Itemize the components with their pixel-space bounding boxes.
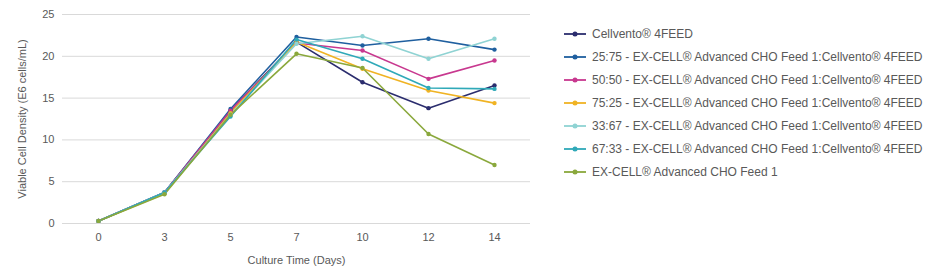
svg-text:5: 5 <box>227 231 233 243</box>
svg-text:14: 14 <box>488 231 500 243</box>
svg-text:3: 3 <box>161 231 167 243</box>
svg-text:12: 12 <box>422 231 434 243</box>
svg-text:0: 0 <box>48 217 54 229</box>
html-text:67:33 - EX-CELL® Advanced CHO: 67:33 - EX-CELL® Advanced CHO Feed 1:Cel… <box>592 141 923 156</box>
html-text:EX-CELL® Advanced CHO Feed 1: EX-CELL® Advanced CHO Feed 1 <box>592 164 778 179</box>
html-text:50:50 - EX-CELL® Advanced CHO: 50:50 - EX-CELL® Advanced CHO Feed 1:Cel… <box>592 72 923 87</box>
svg-text:5: 5 <box>48 175 54 187</box>
html-text:75:25 - EX-CELL® Advanced CHO: 75:25 - EX-CELL® Advanced CHO Feed 1:Cel… <box>592 95 923 110</box>
svg-text:10: 10 <box>356 231 368 243</box>
svg-text:10: 10 <box>42 133 54 145</box>
html-text:33:67 - EX-CELL® Advanced CHO: 33:67 - EX-CELL® Advanced CHO Feed 1:Cel… <box>592 118 923 133</box>
svg-text:Culture Time (Days): Culture Time (Days) <box>248 254 346 266</box>
html-text:25:75 - EX-CELL® Advanced CHO: 25:75 - EX-CELL® Advanced CHO Feed 1:Cel… <box>592 49 923 64</box>
svg-text:15: 15 <box>42 92 54 104</box>
svg-text:20: 20 <box>42 50 54 62</box>
html-text:Cellvento® 4FEED: Cellvento® 4FEED <box>592 26 693 41</box>
svg-text:0: 0 <box>95 231 101 243</box>
svg-text:Viable Cell Density (E6 cells/: Viable Cell Density (E6 cells/mL) <box>16 39 28 198</box>
svg-text:7: 7 <box>293 231 299 243</box>
svg-text:25: 25 <box>42 8 54 20</box>
